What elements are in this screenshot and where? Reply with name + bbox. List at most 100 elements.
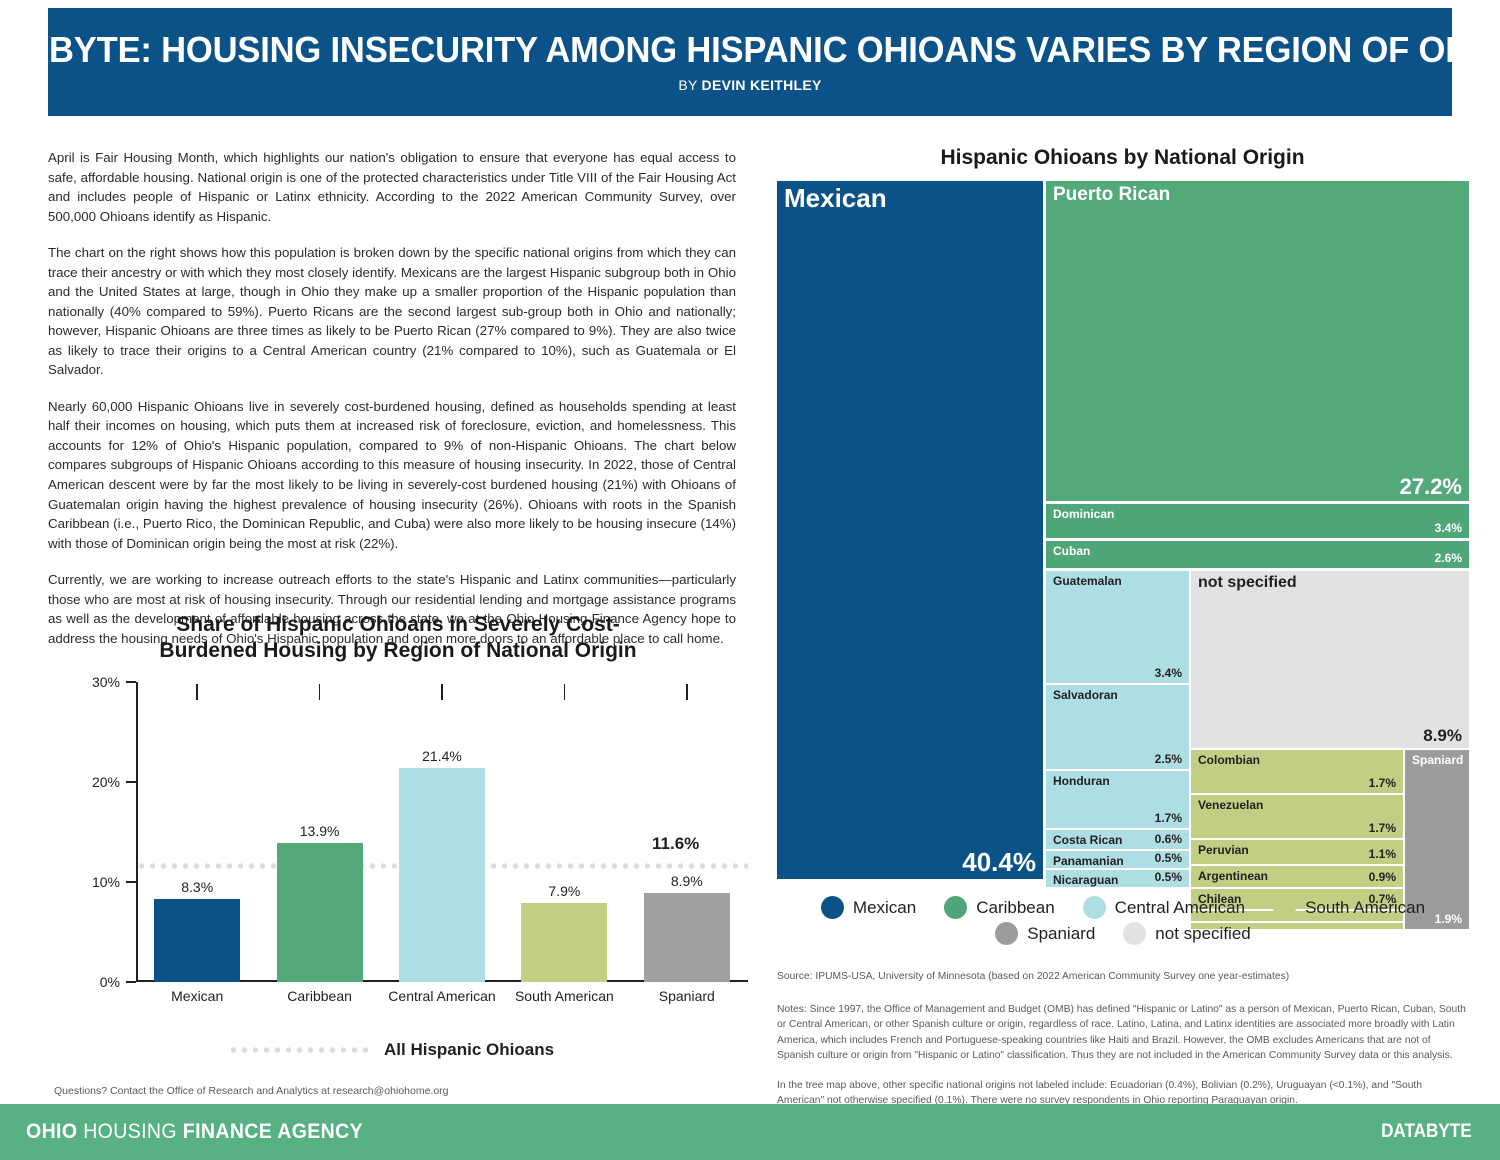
legend-label: South American xyxy=(1305,897,1426,917)
treemap-tile-costa-rican[interactable]: Costa Rican 0.6% xyxy=(1046,830,1189,849)
brand-ohio: OHIO xyxy=(26,1120,78,1143)
treemap-tile-value: 40.4% xyxy=(962,846,1036,877)
treemap-tile-peruvian[interactable]: Peruvian 1.1% xyxy=(1191,840,1403,864)
paragraph-2: The chart on the right shows how this po… xyxy=(48,245,736,378)
legend-item-mexican[interactable]: Mexican xyxy=(820,896,916,919)
bar-spaniard[interactable]: 8.9% xyxy=(643,873,730,982)
footer-databyte-tag: DATABYTE xyxy=(1381,1121,1472,1142)
agency-brand: OHIO HOUSING FINANCE AGENCY xyxy=(26,1120,363,1144)
legend-label: Caribbean xyxy=(976,897,1055,917)
y-axis-tick-label: 20% xyxy=(91,774,120,790)
treemap-tile-colombian[interactable]: Colombian 1.7% xyxy=(1191,750,1403,793)
treemap-tile-value: 3.4% xyxy=(1154,666,1182,681)
x-axis-label: Central American xyxy=(388,988,496,1004)
y-axis-line xyxy=(136,682,138,982)
x-axis-tick xyxy=(686,684,688,700)
legend-item-caribbean[interactable]: Caribbean xyxy=(944,896,1055,919)
treemap-tile-spaniard[interactable]: Spaniard 1.9% xyxy=(1405,750,1469,929)
reference-line-legend: All Hispanic Ohioans xyxy=(228,1040,554,1060)
treemap-tile-name: Panamanian xyxy=(1053,854,1124,868)
treemap-tile-cuban[interactable]: Cuban 2.6% xyxy=(1046,541,1469,568)
y-axis-tick-label: 30% xyxy=(91,674,120,690)
y-axis-tick-label: 0% xyxy=(99,974,120,990)
treemap-tile-name: Argentinean xyxy=(1198,869,1269,883)
treemap-tile-name: Spaniard xyxy=(1412,753,1464,767)
page-header: DATABYTE: HOUSING INSECURITY AMONG HISPA… xyxy=(0,8,1500,116)
brand-finance-agency: FINANCE AGENCY xyxy=(182,1120,364,1143)
source-note: Source: IPUMS-USA, University of Minneso… xyxy=(777,971,1290,982)
treemap-title: Hispanic Ohioans by National Origin xyxy=(940,146,1305,169)
legend-label: Central American xyxy=(1114,897,1246,917)
bar-chart-panel: Share of Hispanic Ohioans in Severely Co… xyxy=(48,612,748,1072)
y-axis-tick xyxy=(126,681,136,683)
treemap-tile-mexican[interactable]: Mexican 40.4% xyxy=(777,181,1043,879)
treemap-tile-value: 0.5% xyxy=(1154,851,1182,866)
bar-value-label: 7.9% xyxy=(548,883,581,899)
reference-line-legend-label: All Hispanic Ohioans xyxy=(384,1040,555,1059)
bar-value-label: 21.4% xyxy=(422,748,462,764)
treemap-tile-value: 2.5% xyxy=(1154,752,1182,767)
article-body: April is Fair Housing Month, which highl… xyxy=(48,148,736,665)
treemap-tile-unlabeled[interactable] xyxy=(1191,911,1403,921)
x-axis-tick xyxy=(196,684,198,700)
treemap-tile-dominican[interactable]: Dominican 3.4% xyxy=(1046,504,1469,538)
treemap-tile-guatemalan[interactable]: Guatemalan 3.4% xyxy=(1046,571,1189,683)
treemap-tile-value: 0.7% xyxy=(1368,892,1396,907)
bar-chart-plot: 0% 10% 20% 30% 11.6% 8.3% 13.9% 21.4% 7.9% 8.9%… xyxy=(92,674,748,1004)
x-axis-label: Spaniard xyxy=(658,988,715,1004)
treemap-tile-value: 0.5% xyxy=(1154,870,1182,885)
treemap-tile-name: Salvadoran xyxy=(1053,688,1118,702)
treemap-tile-value: 27.2% xyxy=(1399,473,1462,499)
legend-item-spaniard[interactable]: Spaniard xyxy=(995,922,1095,945)
x-axis-tick xyxy=(318,684,321,700)
note-1: Notes: Since 1997, the Office of Managem… xyxy=(777,1004,1466,1062)
bar-south-american[interactable]: 7.9% xyxy=(521,883,608,982)
treemap-tile-not-specified[interactable]: not specified 8.9% xyxy=(1191,571,1469,748)
treemap-tile-value: 0.6% xyxy=(1154,832,1182,847)
treemap-tile-nicaraguan[interactable]: Nicaraguan 0.5% xyxy=(1046,870,1189,887)
x-axis-label: South American xyxy=(514,988,614,1004)
treemap-tile-name: Honduran xyxy=(1053,774,1110,788)
treemap-tile-puerto-rican[interactable]: Puerto Rican 27.2% xyxy=(1046,181,1469,501)
treemap-tile-value: 0.9% xyxy=(1368,870,1396,885)
x-axis-label: Mexican xyxy=(171,988,224,1004)
treemap-tile-unlabeled[interactable] xyxy=(1191,923,1403,929)
treemap-tile-value: 1.1% xyxy=(1368,847,1396,862)
treemap-tile-salvadoran[interactable]: Salvadoran 2.5% xyxy=(1046,685,1189,769)
bar-caribbean[interactable]: 13.9% xyxy=(276,823,363,982)
treemap-tile-chilean[interactable]: Chilean 0.7% xyxy=(1191,889,1403,909)
treemap-tile-name: Cuban xyxy=(1053,544,1091,558)
legend-item-central-american[interactable]: Central American xyxy=(1082,896,1246,919)
bar-central-american[interactable]: 21.4% xyxy=(399,748,485,982)
treemap-tile-name: Nicaraguan xyxy=(1053,873,1119,887)
notes-block: Notes: Since 1997, the Office of Managem… xyxy=(777,1002,1469,1123)
page-title: DATABYTE: HOUSING INSECURITY AMONG HISPA… xyxy=(0,29,1500,71)
treemap-tile-honduran[interactable]: Honduran 1.7% xyxy=(1046,771,1189,828)
y-axis-tick xyxy=(126,781,136,783)
y-axis-tick xyxy=(126,881,136,883)
legend-color-swatch xyxy=(820,896,844,919)
x-axis-tick xyxy=(563,684,566,700)
paragraph-3: Nearly 60,000 Hispanic Ohioans live in s… xyxy=(48,398,736,551)
legend-label: not specified xyxy=(1155,923,1251,943)
treemap-tile-value: 8.9% xyxy=(1423,726,1462,746)
treemap-tile-name: Peruvian xyxy=(1198,843,1249,857)
note-2: In the tree map above, other specific na… xyxy=(777,1079,1423,1107)
legend-label: Spaniard xyxy=(1027,923,1096,943)
reference-line-value: 11.6% xyxy=(652,834,700,853)
bar-value-label: 8.3% xyxy=(181,879,214,895)
treemap-tile-name: not specified xyxy=(1198,574,1297,591)
legend-item-not-specified[interactable]: not specified xyxy=(1123,922,1251,945)
treemap-legend: Mexican Caribbean Central American South Am… xyxy=(777,896,1469,945)
legend-item-south-american[interactable]: South American xyxy=(1273,896,1425,919)
treemap-tile-argentinean[interactable]: Argentinean 0.9% xyxy=(1191,866,1403,887)
treemap-tile-value: 3.4% xyxy=(1434,521,1462,536)
x-axis-label: Caribbean xyxy=(287,988,352,1004)
contact-line: Questions? Contact the Office of Researc… xyxy=(54,1085,449,1097)
treemap-tile-panamanian[interactable]: Panamanian 0.5% xyxy=(1046,851,1189,868)
bar-mexican[interactable]: 8.3% xyxy=(154,879,241,982)
treemap-tile-venezuelan[interactable]: Venezuelan 1.7% xyxy=(1191,795,1403,838)
y-axis-tick xyxy=(126,981,136,983)
treemap-tile-value: 1.9% xyxy=(1434,912,1462,927)
x-axis-tick xyxy=(441,684,443,700)
